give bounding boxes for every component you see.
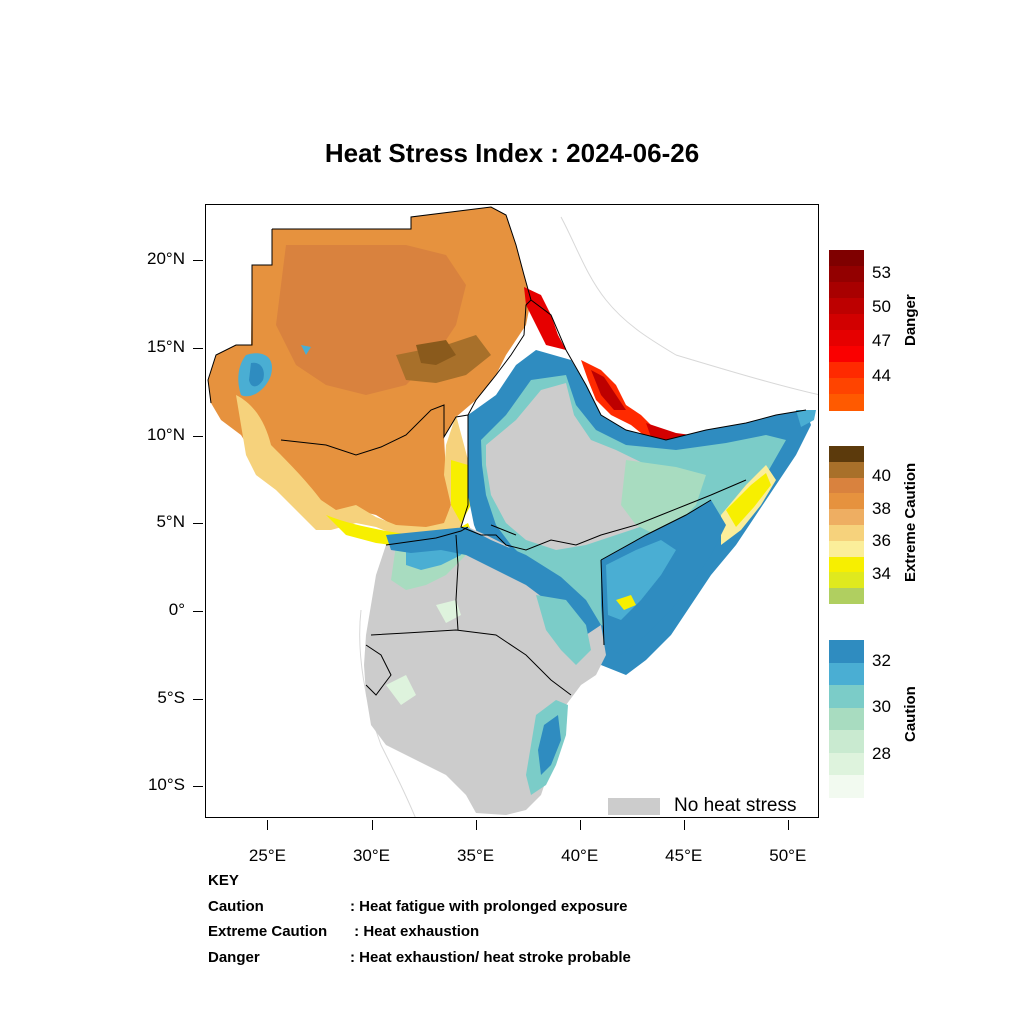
no-heat-stress-legend: No heat stress [608,795,797,817]
x-tick-label: 45°E [665,846,703,865]
map-panel [205,204,819,818]
key-term: Danger [208,948,260,966]
colorbar-tick-label: 44 [872,366,891,385]
y-tick-mark [193,347,203,349]
x-tick-label: 35°E [457,846,495,865]
y-tick-label: 10°N [147,424,185,444]
map-title: Heat Stress Index : 2024-06-26 [324,138,700,168]
colorbar-tick-label: 38 [872,499,891,518]
colorbar-segment [829,346,864,363]
colorbar-tick-label: 47 [872,331,891,350]
key-term: Caution [208,897,264,915]
colorbar-segment [829,314,864,331]
region-south [364,527,606,815]
colorbar-tick-label: 40 [872,466,891,485]
x-tick-label: 50°E [769,846,807,865]
no-heat-stress-swatch [608,797,660,815]
key-desc: : Heat exhaustion [350,923,480,940]
colorbar-segment [829,730,864,754]
no-heat-stress-label: No heat stress [674,795,797,816]
colorbar-tick-label: 50 [872,297,891,316]
region-north [208,207,531,547]
colorbar-title-danger: Danger [902,294,919,346]
colorbar-tick-label: 32 [872,651,891,670]
colorbar-segment [829,572,864,589]
x-tick-mark [787,820,789,830]
y-tick-label: 10°S [147,775,185,795]
colorbar-segment [829,540,864,558]
colorbar-segment [829,707,864,731]
colorbar-tick-label: 53 [872,263,891,282]
key-row-danger: Danger : Heat exhaustion/ heat stroke pr… [208,945,631,971]
colorbar-tick-label: 34 [872,564,891,583]
y-tick-label: 20°N [147,249,185,269]
key-desc: : Heat fatigue with prolonged exposure [350,897,628,915]
colorbar-segment [829,461,864,479]
key-heading: KEY [208,872,239,889]
colorbar-segment [829,378,864,395]
colorbar-segment [829,685,864,709]
colorbar-segment [829,556,864,573]
colorbar-segment [829,250,864,267]
x-tick-label: 30°E [352,846,391,865]
colorbar-segment [829,446,864,463]
x-tick-label: 25°E [248,846,286,865]
colorbar-segment [829,775,864,799]
colorbar-tick-label: 30 [872,697,891,716]
heat-stress-map [207,206,818,817]
x-tick-mark [371,820,373,830]
colorbar-segment [829,298,864,315]
y-tick-mark [193,523,203,525]
colorbar-segment [829,266,864,283]
colorbar-segment [829,282,864,299]
y-tick-label: 5°S [157,687,185,707]
key-desc: : Heat exhaustion/ heat stroke probable [350,948,631,966]
colorbar-segment [829,493,864,510]
colorbar-segment [829,588,864,605]
y-tick-mark [193,260,203,262]
colorbar-segment [829,752,864,776]
colorbar-segment [829,477,864,494]
region-somalia [601,500,726,655]
x-tick-label: 40°E [561,846,599,865]
colorbar-title-extreme-caution: Extreme Caution [902,462,919,582]
colorbar-tick-label: 28 [872,744,891,763]
colorbar-segment [829,509,864,526]
colorbar-segment [829,394,864,411]
key-row-extreme-caution: Extreme Caution : Heat exhaustion [208,919,631,945]
colorbar-segment [829,662,864,686]
key-section: KEY Caution : Heat fatigue with prolonge… [208,868,631,970]
x-tick-mark [579,820,581,830]
y-tick-mark [193,435,203,437]
colorbar-segment [829,362,864,379]
colorbar-segment [829,525,864,542]
x-tick-mark [267,820,269,830]
y-tick-label: 5°N [156,512,185,532]
colorbar-tick-label: 36 [872,531,891,550]
colorbar-title-caution: Caution [902,686,919,742]
y-tick-mark [193,698,203,700]
key-row-caution: Caution : Heat fatigue with prolonged ex… [208,894,631,920]
y-tick-mark [193,610,203,612]
y-tick-mark [193,786,203,788]
colorbar-segment [829,640,864,664]
background-outlines [359,216,818,817]
x-tick-mark [683,820,685,830]
colorbar-segment [829,330,864,347]
y-tick-label: 15°N [147,336,185,356]
key-term: Extreme Caution [208,923,328,940]
y-tick-label: 0° [168,599,185,619]
x-tick-mark [475,820,477,830]
country-borders [207,206,807,696]
